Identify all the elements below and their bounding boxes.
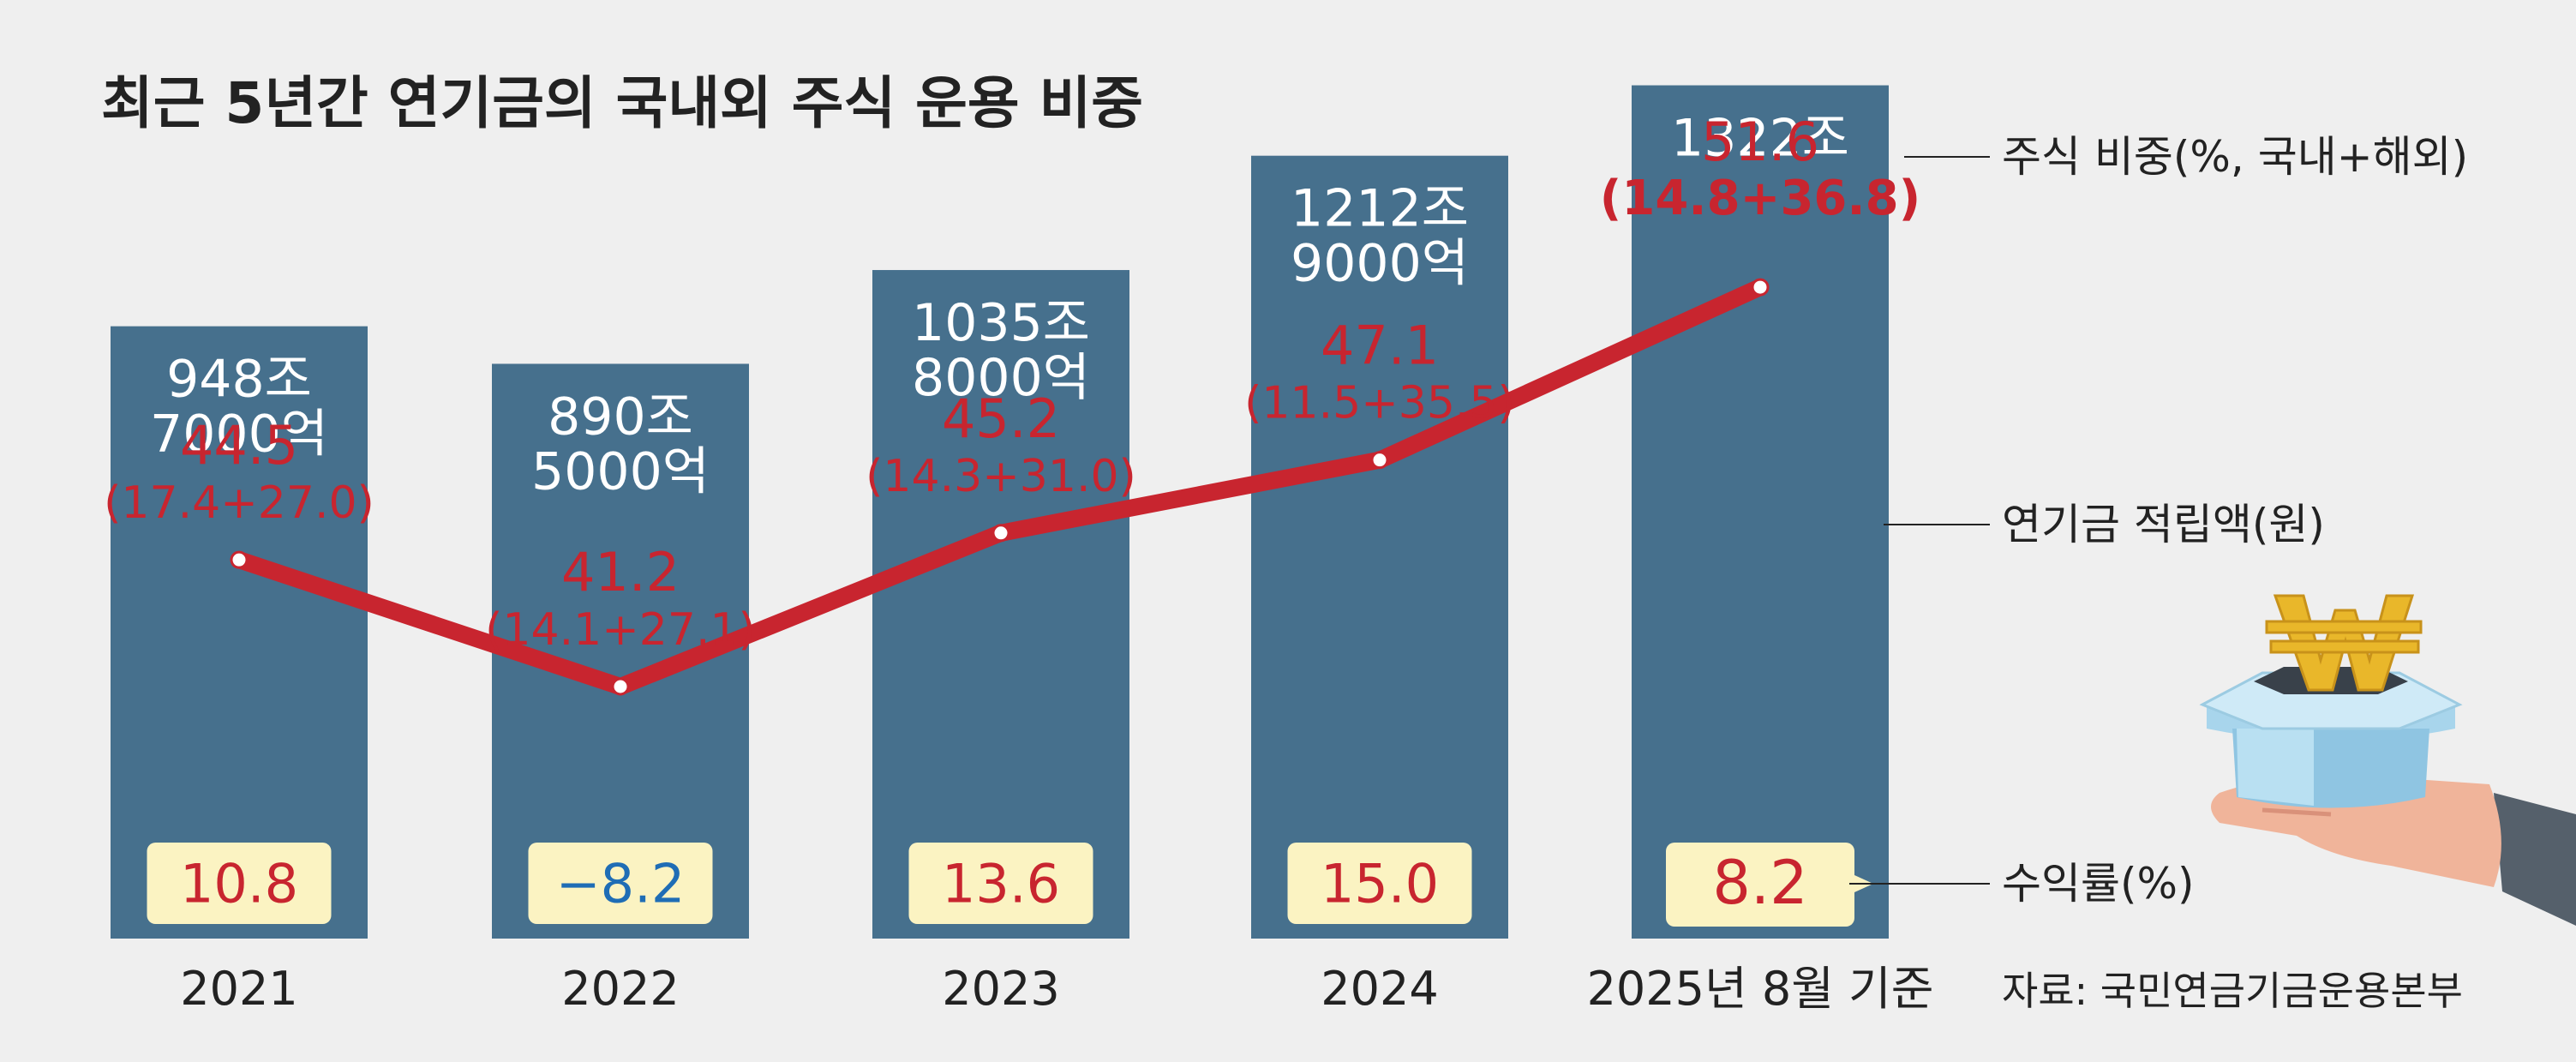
bar-fund-2023 (872, 270, 1129, 939)
return-value-label: 13.6 (942, 853, 1060, 915)
source-note: 자료: 국민연금기금운용본부 (2002, 968, 2463, 1014)
return-box (1666, 843, 1854, 927)
legend-label-return: 수익률(%) (2002, 859, 2195, 909)
return-box (908, 843, 1093, 924)
bar-value-label: 1212조 (1291, 179, 1469, 239)
bar-value-label: 8000억 (912, 348, 1090, 408)
line-breakdown-label: (17.4+27.0) (104, 477, 374, 529)
bar-value-label: 7000억 (150, 405, 328, 465)
chart-title: 최근 5년간 연기금의 국내외 주식 운용 비중 (101, 70, 1143, 136)
line-breakdown-label: (14.1+27.1) (485, 604, 756, 656)
line-point (1751, 278, 1770, 297)
line-breakdown-label: (14.8+36.8) (1600, 171, 1920, 226)
bar-fund-2024 (1251, 155, 1508, 939)
x-tick-label: 2022 (561, 962, 679, 1016)
bar-value-label: 1322조 (1671, 109, 1849, 169)
bar-value-label: 890조 (548, 387, 693, 447)
bar-value-label: 5000억 (531, 441, 710, 501)
line-point (230, 550, 249, 569)
bar-fund-2025년 8월 기준 (1632, 85, 1889, 939)
return-value-label: 8.2 (1712, 848, 1807, 918)
line-value-label: 41.2 (561, 541, 680, 603)
line-value-label: 44.5 (180, 414, 298, 477)
legend-label-fund: 연기금 적립액(원) (2002, 500, 2325, 549)
labels-layer: 948조7000억10.82021890조5000억−8.220221035조8… (104, 109, 1933, 1016)
line-breakdown-label: (14.3+31.0) (866, 451, 1136, 502)
line-value-label: 51.6 (1701, 111, 1819, 173)
return-box (147, 843, 332, 924)
return-box (1287, 843, 1472, 924)
x-tick-label: 2023 (942, 962, 1059, 1016)
line-point (1370, 451, 1389, 470)
bar-value-label: 948조 (166, 350, 312, 410)
hand-holding-won-icon (2199, 594, 2576, 926)
return-box (528, 843, 713, 924)
x-tick-label: 2021 (180, 962, 297, 1016)
return-value-label: −8.2 (556, 853, 686, 915)
line-value-label: 47.1 (1321, 315, 1439, 377)
return-value-label: 15.0 (1321, 853, 1439, 915)
bar-fund-2021 (111, 326, 368, 939)
x-tick-label: 2024 (1321, 962, 1438, 1016)
x-tick-label: 2025년 8월 기준 (1587, 962, 1934, 1016)
line-point (611, 677, 630, 696)
bar-value-label: 9000억 (1291, 234, 1469, 294)
bar-value-label: 1035조 (912, 293, 1090, 353)
legend-label-stock: 주식 비중(%, 국내+해외) (2002, 132, 2468, 182)
line-breakdown-label: (11.5+35.5) (1244, 378, 1515, 429)
line-layer (230, 278, 1770, 696)
line-point (991, 524, 1010, 543)
line-value-label: 45.2 (942, 387, 1060, 450)
return-value-label: 10.8 (180, 853, 298, 915)
